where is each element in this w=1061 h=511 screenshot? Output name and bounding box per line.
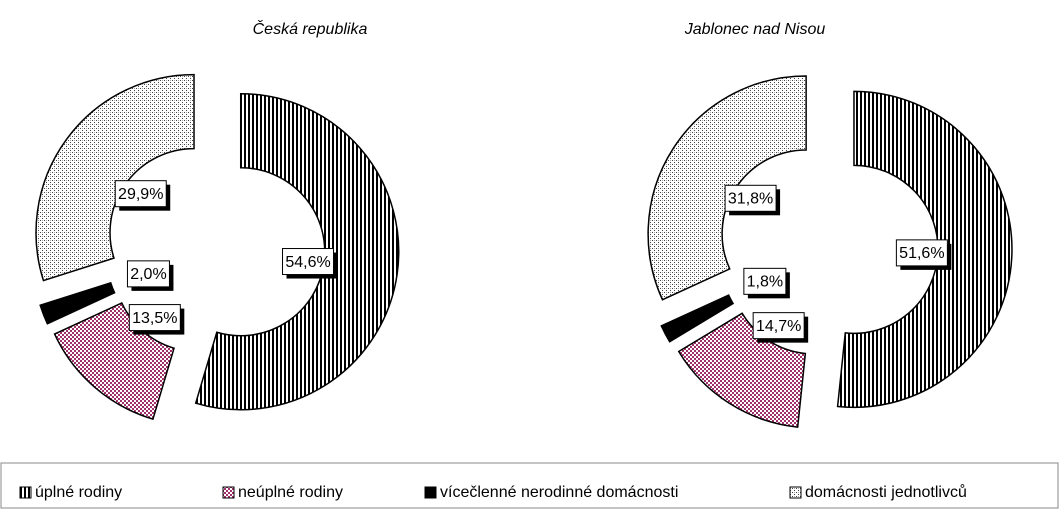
donut-slice [39, 281, 116, 325]
legend-swatch [222, 486, 235, 499]
legend-label: úplné rodiny [35, 484, 122, 501]
label-box [752, 312, 805, 340]
chart-title: Česká republika [253, 19, 368, 38]
legend-label: neúplné rodiny [238, 484, 343, 501]
data-label: 31,8% [728, 191, 773, 208]
label-box [128, 304, 181, 332]
data-label: 51,6% [899, 245, 944, 262]
legend-swatch [424, 486, 437, 499]
data-label: 14,7% [756, 318, 801, 335]
donut-slice [35, 73, 195, 282]
label-box [895, 239, 948, 267]
label-box [114, 180, 167, 208]
label-box [724, 184, 777, 212]
donut-slice [194, 92, 400, 411]
data-label: 1,8% [747, 274, 783, 291]
data-label: 13,5% [132, 310, 177, 327]
chart-title: Jablonec nad Nisou [684, 21, 826, 38]
legend-box [0, 462, 1059, 509]
legend-label: domácnosti jednotlivců [805, 483, 967, 501]
legend-label: vícečlenné nerodinné domácnosti [440, 484, 678, 501]
donut-slice [836, 90, 1013, 409]
donut-slice [660, 294, 735, 343]
label-box [743, 267, 787, 295]
data-label: 2,0% [130, 266, 166, 283]
label-box [282, 248, 335, 276]
data-label: 54,6% [285, 254, 330, 271]
data-label: 29,9% [118, 186, 163, 203]
legend-swatch [19, 486, 32, 499]
donut-slice [53, 301, 175, 421]
label-box [126, 260, 170, 288]
legend-swatch [789, 486, 802, 499]
donut-slice [677, 312, 807, 428]
